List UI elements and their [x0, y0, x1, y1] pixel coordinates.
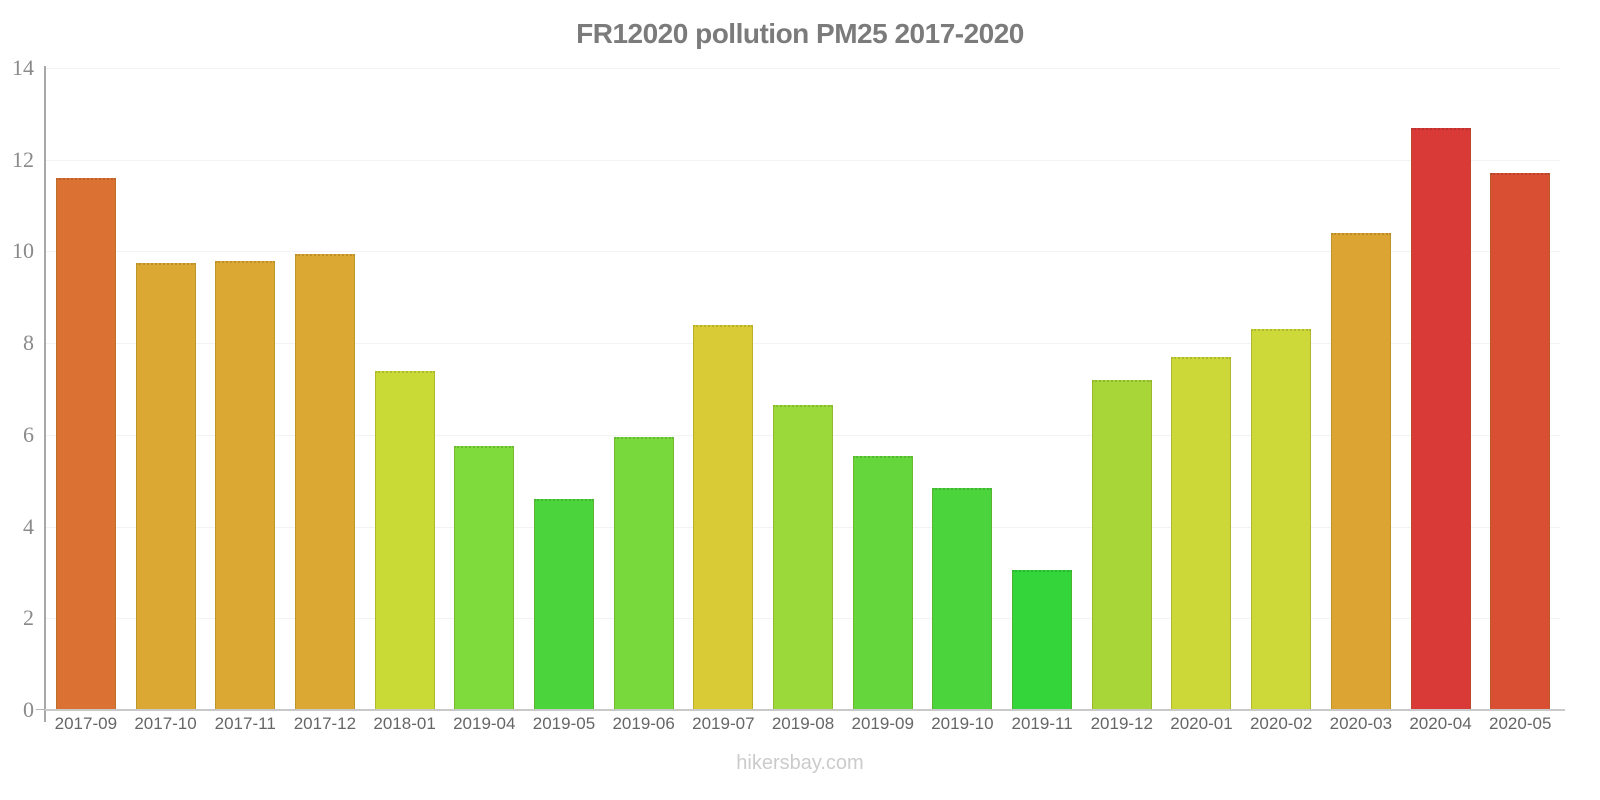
bar-2019-08 [773, 405, 834, 710]
x-tick-label-2019-04: 2019-04 [453, 714, 516, 733]
bar-slot-2017-09 [46, 68, 126, 710]
bar-slot-2017-12 [285, 68, 365, 710]
bar-2020-03 [1330, 233, 1391, 710]
bar-2019-10 [932, 487, 993, 710]
x-tick-label-2019-06: 2019-06 [612, 714, 675, 733]
plot-area [46, 68, 1560, 710]
bar-slot-2020-01 [1162, 68, 1242, 710]
bar-2019-11 [1012, 570, 1073, 710]
bar-2019-09 [852, 455, 913, 710]
bar-slot-2019-12 [1082, 68, 1162, 710]
bar-2017-10 [135, 262, 196, 710]
x-tick-label-2017-12: 2017-12 [293, 714, 357, 733]
bar-2019-06 [613, 437, 674, 710]
y-tick-label-2: 2 [23, 605, 34, 631]
bar-slot-2020-05 [1480, 68, 1560, 710]
x-tick-label-2019-07: 2019-07 [692, 714, 755, 733]
gridline-8 [46, 343, 1560, 345]
y-tick-label-12: 12 [12, 146, 34, 172]
x-axis-line [45, 709, 1565, 711]
x-tick-label-2017-10: 2017-10 [134, 714, 197, 733]
y-tick-label-4: 4 [23, 513, 34, 539]
y-axis-zero-tick [36, 709, 45, 710]
x-tick-label-2020-04: 2020-04 [1409, 714, 1472, 733]
y-tick-label-0: 0 [23, 697, 34, 722]
bar-slot-2020-03 [1321, 68, 1401, 710]
bar-2020-05 [1490, 173, 1551, 710]
x-tick-label-2020-05: 2020-05 [1489, 714, 1552, 733]
bar-2020-04 [1410, 127, 1471, 710]
bars-container [46, 68, 1560, 710]
bar-2020-01 [1171, 356, 1232, 710]
bar-2017-11 [215, 260, 276, 710]
bar-2019-12 [1091, 379, 1152, 710]
bar-2017-12 [294, 253, 355, 710]
chart-title: FR12020 pollution PM25 2017-2020 [576, 18, 1024, 49]
bar-slot-2019-05 [524, 68, 604, 710]
y-axis-line [44, 66, 46, 722]
x-axis-labels: 2017-09 2017-10 2017-11 2017-12 2018-01 2019-… [46, 714, 1560, 734]
x-tick-label-2018-01: 2018-01 [373, 714, 436, 733]
bar-slot-2017-10 [126, 68, 206, 710]
bar-slot-2019-09 [843, 68, 923, 710]
bar-slot-2019-11 [1002, 68, 1082, 710]
x-tick-label-2019-05: 2019-05 [532, 714, 596, 733]
bar-2019-07 [693, 324, 754, 710]
gridline-10 [46, 251, 1560, 253]
y-tick-label-14: 14 [12, 55, 34, 80]
x-tick-label-2019-11: 2019-11 [1011, 714, 1073, 733]
x-tick-label-2020-02: 2020-02 [1249, 714, 1313, 733]
watermark-text: hikersbay.com [736, 752, 864, 774]
bar-slot-2019-10 [923, 68, 1003, 710]
bar-2019-05 [533, 499, 594, 710]
x-tick-label-2019-08: 2019-08 [771, 714, 835, 733]
gridline-14 [46, 68, 1560, 69]
bar-2019-04 [454, 446, 515, 710]
bar-slot-2019-07 [684, 68, 764, 710]
bar-slot-2020-04 [1401, 68, 1481, 710]
bar-2017-09 [55, 178, 116, 710]
x-tick-label-2017-11: 2017-11 [214, 714, 276, 733]
bar-slot-2018-01 [365, 68, 445, 710]
y-tick-label-6: 6 [23, 421, 34, 447]
bar-slot-2017-11 [205, 68, 285, 710]
bar-slot-2019-04 [444, 68, 524, 710]
y-tick-label-10: 10 [12, 238, 34, 264]
gridline-12 [46, 159, 1560, 161]
bar-slot-2019-06 [604, 68, 684, 710]
bar-2020-02 [1251, 329, 1312, 710]
x-tick-label-2019-09: 2019-09 [851, 714, 914, 733]
bar-2018-01 [374, 370, 435, 710]
x-tick-label-2020-03: 2020-03 [1329, 714, 1393, 733]
x-tick-label-2019-12: 2019-12 [1090, 714, 1153, 733]
y-tick-label-8: 8 [23, 330, 34, 356]
y-axis-labels: 0 2 4 6 8 10 12 14 [0, 57, 37, 721]
x-tick-label-2017-09: 2017-09 [54, 714, 118, 733]
x-tick-label-2019-10: 2019-10 [931, 714, 994, 733]
bar-slot-2020-02 [1241, 68, 1321, 710]
x-tick-label-2020-01: 2020-01 [1170, 714, 1233, 733]
bar-slot-2019-08 [763, 68, 843, 710]
